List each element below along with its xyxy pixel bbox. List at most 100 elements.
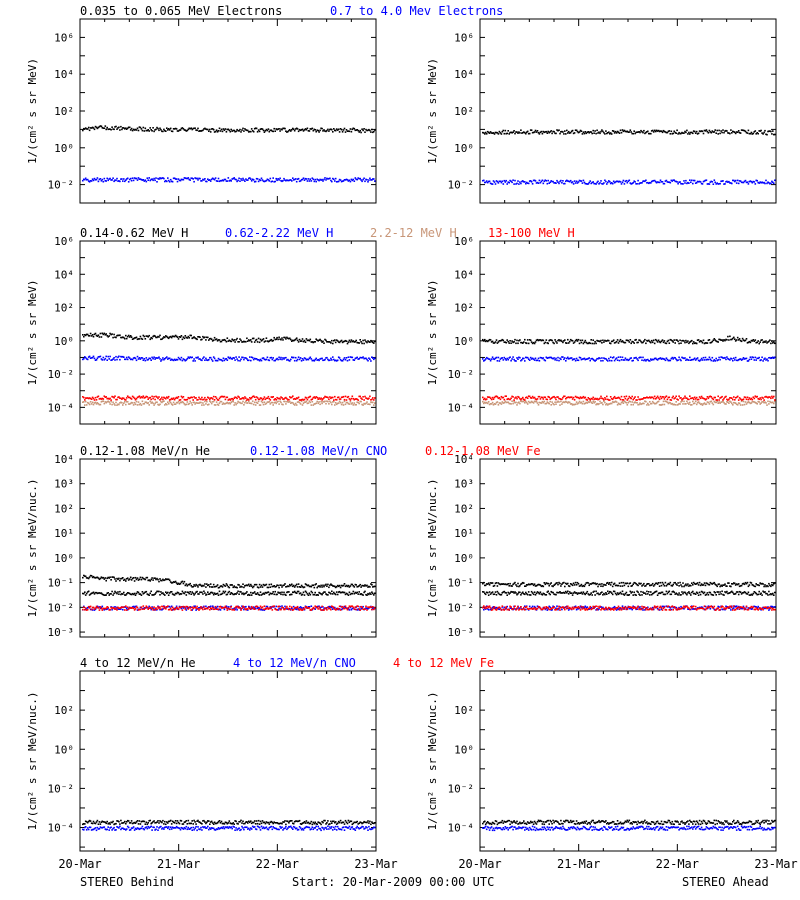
data-point <box>251 395 254 398</box>
data-point <box>256 178 259 180</box>
data-point <box>226 584 229 586</box>
data-point <box>148 334 150 337</box>
data-point <box>176 402 179 404</box>
data-point <box>558 182 560 185</box>
data-point <box>170 609 173 611</box>
y-tick-label: 10⁻¹ <box>48 577 75 590</box>
data-point <box>611 398 614 401</box>
data-point <box>127 608 130 610</box>
data-point <box>334 592 336 595</box>
data-point <box>192 401 194 404</box>
data-point <box>82 358 84 361</box>
data-point <box>353 586 356 588</box>
data-point <box>650 180 653 183</box>
data-point <box>296 607 299 609</box>
data-point <box>113 333 115 336</box>
data-point <box>282 339 284 341</box>
data-series <box>82 574 376 589</box>
data-point <box>96 605 99 608</box>
data-point <box>485 356 488 359</box>
data-point <box>157 606 159 608</box>
data-point <box>663 358 666 360</box>
data-point <box>702 356 705 359</box>
data-point <box>345 340 348 342</box>
data-point <box>315 130 317 133</box>
data-point <box>245 397 247 400</box>
data-point <box>191 356 193 359</box>
data-point <box>566 396 568 399</box>
data-point <box>311 341 314 343</box>
data-point <box>178 402 181 405</box>
data-point <box>217 339 220 341</box>
data-point <box>182 396 185 398</box>
data-point <box>587 131 590 133</box>
data-point <box>309 128 312 130</box>
data-point <box>317 340 319 342</box>
data-point <box>482 396 484 399</box>
data-point <box>219 179 222 182</box>
y-tick-label: 10¹ <box>54 527 74 540</box>
data-point <box>211 177 214 180</box>
data-point <box>243 179 245 181</box>
data-point <box>166 127 168 129</box>
data-point <box>210 591 213 594</box>
data-point <box>761 339 763 341</box>
data-point <box>742 357 745 359</box>
data-point <box>292 403 295 405</box>
data-point <box>90 335 93 337</box>
data-point <box>724 396 726 398</box>
data-point <box>308 396 311 398</box>
data-point <box>209 180 212 182</box>
data-point <box>519 339 521 341</box>
data-point <box>183 580 186 583</box>
data-point <box>167 129 169 131</box>
data-point <box>264 403 267 405</box>
data-point <box>112 128 114 130</box>
data-point <box>233 129 235 132</box>
data-point <box>294 128 297 130</box>
data-point <box>562 341 564 344</box>
data-point <box>251 178 254 181</box>
data-point <box>497 341 500 343</box>
data-point <box>738 402 741 405</box>
data-point <box>649 340 651 343</box>
data-point <box>609 356 612 358</box>
data-point <box>720 401 722 403</box>
data-point <box>608 180 610 182</box>
data-point <box>177 130 180 132</box>
data-point <box>85 397 88 399</box>
data-point <box>125 356 128 359</box>
data-point <box>339 605 342 608</box>
data-point <box>150 578 152 581</box>
data-point <box>344 395 347 398</box>
data-point <box>208 606 210 608</box>
data-point <box>510 403 512 405</box>
data-point <box>549 181 551 184</box>
data-point <box>350 397 353 400</box>
data-point <box>280 179 282 182</box>
y-tick-label: 10⁻² <box>48 179 75 192</box>
data-point <box>92 591 95 594</box>
data-point <box>197 608 199 610</box>
data-point <box>632 341 634 343</box>
data-point <box>210 402 213 405</box>
data-point <box>202 335 204 338</box>
data-point <box>196 399 198 401</box>
data-point <box>116 177 118 180</box>
data-point <box>769 356 771 359</box>
data-point <box>265 607 268 610</box>
data-point <box>488 396 491 398</box>
data-point <box>193 180 195 183</box>
data-point <box>142 395 145 397</box>
data-point <box>650 132 652 135</box>
data-point <box>744 130 747 133</box>
data-point <box>182 607 185 609</box>
data-point <box>206 607 208 610</box>
data-point <box>266 401 269 403</box>
data-point <box>304 590 307 593</box>
data-point <box>209 606 211 608</box>
data-point <box>220 395 223 398</box>
data-point <box>197 356 199 358</box>
data-point <box>492 132 495 134</box>
